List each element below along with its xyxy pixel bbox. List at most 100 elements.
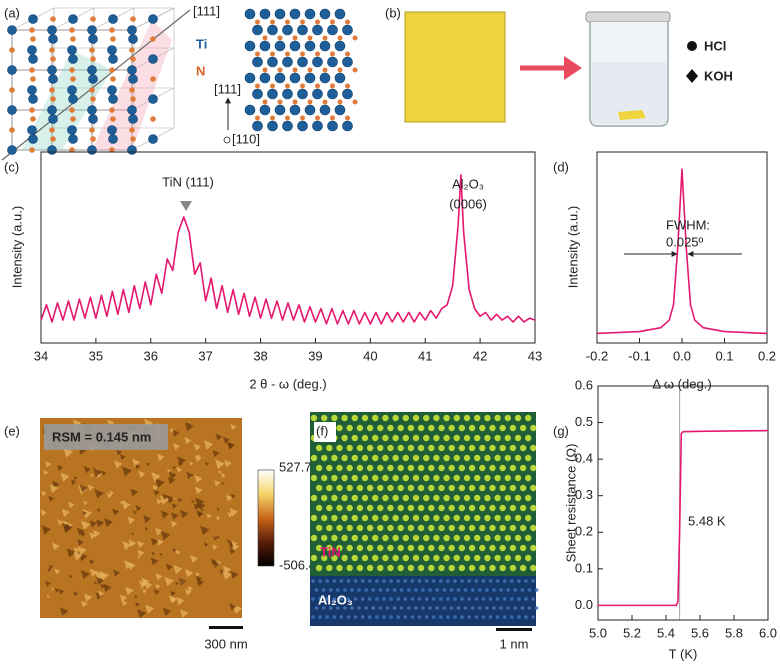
n-atom: [110, 76, 116, 82]
afm-texture: [41, 490, 47, 497]
atom-column: [494, 434, 501, 442]
afm-texture: [230, 424, 237, 431]
x-tick-label: 5.0: [589, 625, 607, 640]
afm-texture: [150, 557, 159, 566]
n-atom: [110, 36, 116, 42]
afm-texture: [173, 443, 181, 451]
atom-column: [517, 579, 521, 583]
ti-atom: [68, 94, 78, 104]
atom-column: [510, 615, 514, 619]
colorbar: [257, 469, 275, 567]
n-atom: [109, 27, 115, 33]
ti-atom: [27, 85, 37, 95]
atom-column: [489, 464, 496, 472]
atom-column: [534, 606, 539, 610]
atom-column: [346, 579, 351, 583]
ti-atom: [304, 40, 316, 52]
atom-column: [385, 588, 390, 592]
atom-column: [325, 579, 330, 583]
atom-column: [443, 474, 450, 482]
atom-column: [517, 615, 521, 619]
x-tick-label: 42: [473, 348, 487, 363]
ti-atom: [28, 94, 38, 104]
panel-label: (a): [4, 5, 20, 20]
atom-column: [331, 494, 338, 502]
x-tick-label: 6.0: [759, 625, 777, 640]
atom-column: [443, 514, 450, 522]
panel-label: (e): [4, 423, 20, 438]
atom-column: [389, 597, 393, 601]
atom-column: [458, 484, 466, 492]
afm-texture: [151, 472, 161, 482]
atom-column: [407, 464, 415, 472]
atom-column: [510, 597, 514, 601]
atom-column: [341, 414, 348, 422]
afm-texture: [59, 607, 69, 616]
n-atom: [330, 115, 335, 121]
atom-column: [489, 524, 496, 532]
data-line: [40, 174, 536, 325]
atom-column: [366, 564, 374, 572]
atom-column: [414, 588, 418, 592]
atom-column: [488, 597, 493, 601]
n-atom: [352, 35, 358, 41]
afm-texture: [121, 600, 128, 607]
atom-column: [435, 588, 440, 592]
atom-column: [417, 544, 425, 552]
ti-atom: [282, 88, 293, 100]
afm-texture: [159, 495, 170, 505]
atom-column: [366, 544, 374, 552]
atom-column: [453, 554, 460, 562]
y-axis-label: Intensity (a.u.): [9, 206, 24, 288]
afm-texture: [92, 467, 103, 478]
atom-column: [339, 615, 344, 619]
afm-texture: [223, 436, 230, 444]
ti-atom: [7, 65, 17, 75]
afm-texture: [216, 507, 220, 511]
atom-column: [519, 504, 527, 512]
atom-column: [360, 615, 365, 619]
afm-texture: [137, 609, 147, 619]
atom-column: [339, 579, 344, 583]
atom-column: [423, 514, 430, 522]
x-axis-label: 2 θ - ω (deg.): [249, 376, 326, 391]
n-atom: [300, 19, 305, 25]
afm-texture: [229, 548, 236, 555]
atom-column: [321, 588, 326, 592]
n-atom: [90, 136, 96, 142]
n-atom: [262, 99, 268, 105]
atom-column: [519, 464, 527, 472]
atom-column: [417, 564, 425, 572]
atom-column: [439, 579, 443, 583]
atom-column: [326, 564, 333, 572]
n-atom: [49, 127, 55, 133]
afm-texture: [46, 594, 51, 599]
n-atom: [69, 107, 75, 113]
n-atom: [255, 19, 260, 25]
afm-texture: [215, 433, 223, 441]
atom-column: [392, 554, 399, 562]
ti-atom: [342, 88, 353, 100]
atom-column: [489, 564, 496, 572]
afm-texture: [114, 460, 123, 469]
atom-column: [468, 544, 476, 552]
atom-column: [321, 514, 328, 522]
afm-texture: [224, 459, 232, 468]
atom-column: [417, 484, 425, 492]
atom-column: [310, 414, 318, 422]
afm-texture: [227, 511, 234, 518]
atom-column: [397, 484, 404, 492]
y-axis-label: Intensity (a.u.): [565, 206, 580, 288]
n-atom: [262, 67, 268, 73]
atom-column: [428, 588, 432, 592]
ti-atom: [252, 24, 263, 36]
atom-column: [310, 554, 318, 562]
atom-column: [504, 474, 511, 482]
atom-column: [346, 444, 353, 452]
n-atom: [150, 36, 156, 42]
atom-column: [310, 494, 318, 502]
ti-atom: [274, 72, 286, 84]
afm-texture: [51, 542, 60, 551]
atom-column: [442, 606, 447, 610]
atom-column: [499, 444, 506, 452]
